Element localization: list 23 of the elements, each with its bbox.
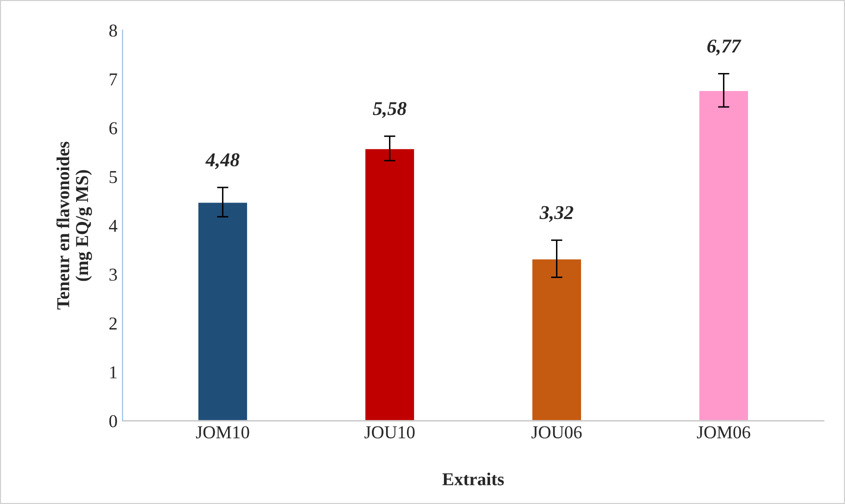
data-label: 3,32	[540, 206, 574, 222]
x-tick-label: JOM10	[196, 426, 250, 438]
y-axis-title: Teneur en flavonoides (mg EQ/g MS)	[56, 142, 92, 310]
x-tick-label: JOM06	[696, 426, 750, 438]
y-tick-label: 5	[110, 171, 117, 184]
bar	[698, 90, 750, 421]
y-tick-label: 7	[110, 74, 118, 86]
y-tick-label: 2	[109, 318, 117, 330]
bar	[364, 148, 416, 421]
data-label: 4,48	[205, 153, 240, 170]
y-tick-label: 0	[109, 415, 117, 428]
bar	[530, 258, 582, 421]
data-label: 5,58	[372, 102, 406, 118]
x-tick-label: JOU06	[531, 426, 582, 438]
y-tick-label: 1	[110, 366, 117, 378]
y-tick-label: 6	[109, 122, 118, 134]
data-label: 6,77	[707, 40, 742, 56]
y-tick-label: 3	[110, 268, 117, 281]
y-tick-label: 8	[109, 24, 117, 37]
x-tick-label: JOU10	[364, 426, 415, 438]
bar	[196, 201, 248, 421]
y-tick-label: 4	[108, 220, 118, 232]
x-axis-title: Extraits	[442, 472, 504, 486]
